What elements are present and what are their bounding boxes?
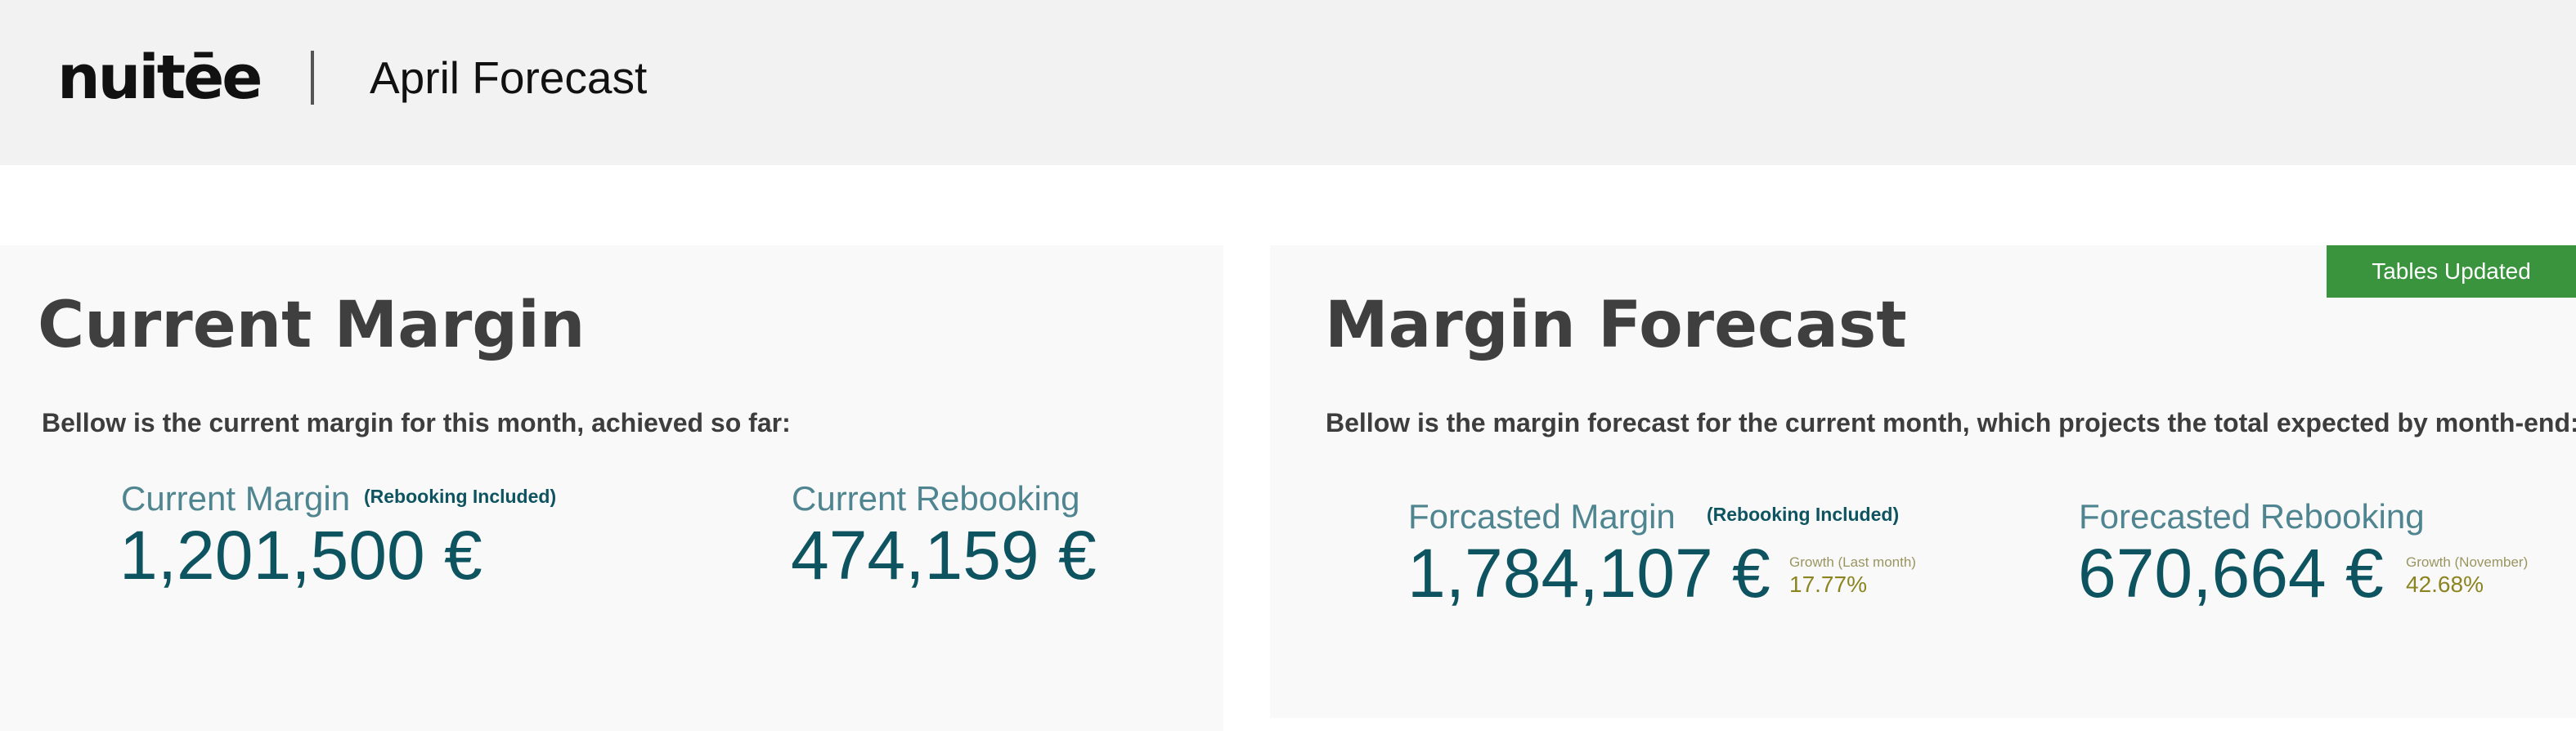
top-header: nuitēe April Forecast <box>0 0 2576 165</box>
page-title: April Forecast <box>370 52 648 103</box>
forecast-rebooking-included-note: (Rebooking Included) <box>1707 504 1900 525</box>
tables-updated-badge: Tables Updated <box>2327 245 2576 298</box>
rebooking-included-note: (Rebooking Included) <box>364 486 557 507</box>
current-rebooking-label: Current Rebooking <box>792 479 1080 518</box>
rebooking-growth-label: Growth (November) <box>2406 554 2529 570</box>
forecasted-margin-value: 1,784,107 € <box>1407 535 1770 612</box>
margin-growth-value: 17.77% <box>1789 572 1867 597</box>
current-margin-value: 1,201,500 € <box>119 517 482 594</box>
margin-forecast-description: Bellow is the margin forecast for the cu… <box>1326 408 2576 437</box>
current-rebooking-value: 474,159 € <box>791 517 1097 594</box>
header-divider <box>311 51 314 105</box>
margin-forecast-panel: Margin Forecast Bellow is the margin for… <box>1270 245 2576 718</box>
nuitee-logo: nuitēe <box>57 43 263 113</box>
current-margin-label: Current Margin <box>121 479 351 518</box>
forecasted-margin-label: Forcasted Margin <box>1408 497 1676 536</box>
current-margin-panel: Current Margin Bellow is the current mar… <box>0 245 1223 731</box>
forecasted-rebooking-value: 670,664 € <box>2078 535 2384 612</box>
margin-growth-label: Growth (Last month) <box>1789 554 1916 570</box>
current-margin-description: Bellow is the current margin for this mo… <box>42 408 791 437</box>
current-margin-title: Current Margin <box>38 289 586 362</box>
rebooking-growth-value: 42.68% <box>2406 572 2484 597</box>
margin-forecast-title: Margin Forecast <box>1325 289 1907 362</box>
forecasted-rebooking-label: Forecasted Rebooking <box>2079 497 2425 536</box>
